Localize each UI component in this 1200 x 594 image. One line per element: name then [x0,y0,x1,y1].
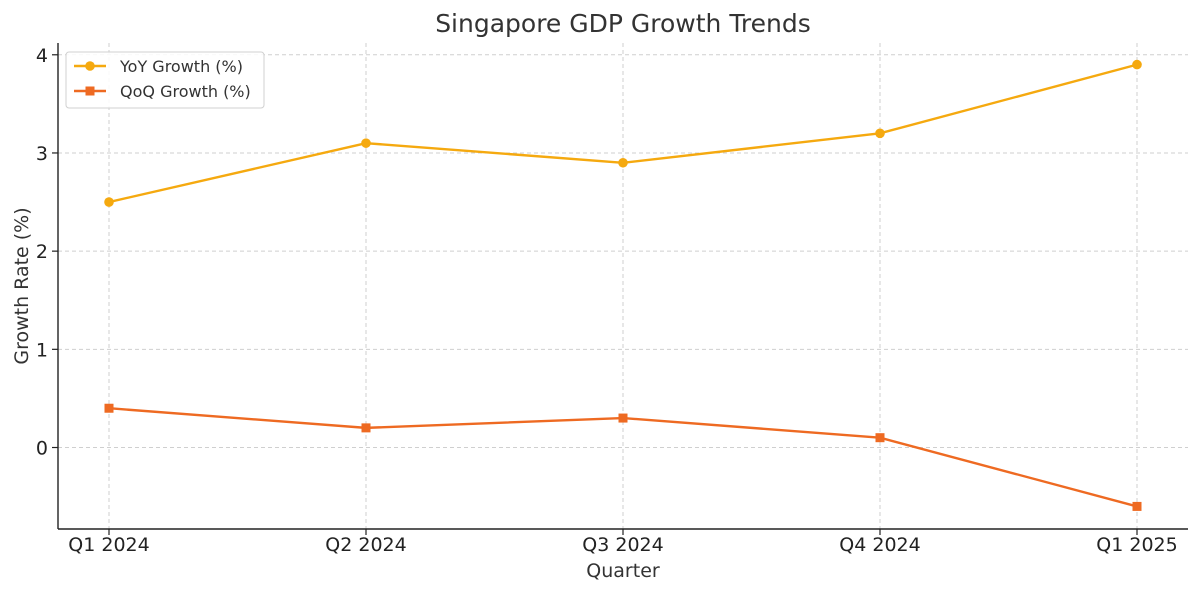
legend-marker-circle [85,61,95,71]
x-tick-label: Q1 2025 [1096,534,1177,556]
y-tick-label: 0 [36,438,48,460]
data-point-yoy-growth [361,138,371,148]
y-tick-label: 3 [36,143,48,165]
data-point-yoy-growth [618,157,628,168]
y-tick-label: 4 [36,45,48,67]
data-point-qoq-growth [618,413,628,423]
legend: YoY Growth (%) QoQ Growth (%) [65,51,265,109]
x-tick-label: Q3 2024 [582,534,663,556]
x-axis-label: Quarter [586,560,660,582]
data-point-qoq-growth [1132,501,1142,511]
data-point-yoy-growth [1132,59,1142,70]
y-axis-label: Growth Rate (%) [11,207,33,364]
x-tick-label: Q4 2024 [839,534,920,556]
data-point-yoy-growth [875,128,885,139]
legend-label: YoY Growth (%) [119,57,243,76]
data-point-qoq-growth [104,403,114,413]
legend-marker-square [85,86,95,96]
y-tick-label: 2 [36,241,48,263]
data-point-qoq-growth [361,423,371,433]
x-tick-label: Q1 2024 [68,534,149,556]
legend-box [65,51,265,109]
series [104,59,1142,511]
legend-label: QoQ Growth (%) [120,82,251,101]
data-point-yoy-growth [104,197,114,207]
x-tick-label: Q2 2024 [325,534,406,556]
tick-labels: Q1 2024 Q2 2024 Q3 2024 Q4 2024 Q1 2025 0 1 2 3 4 [36,45,1178,556]
chart-title: Singapore GDP Growth Trends [435,9,811,38]
y-tick-label: 1 [36,339,48,361]
data-point-qoq-growth [875,433,885,443]
grid [58,43,1188,529]
